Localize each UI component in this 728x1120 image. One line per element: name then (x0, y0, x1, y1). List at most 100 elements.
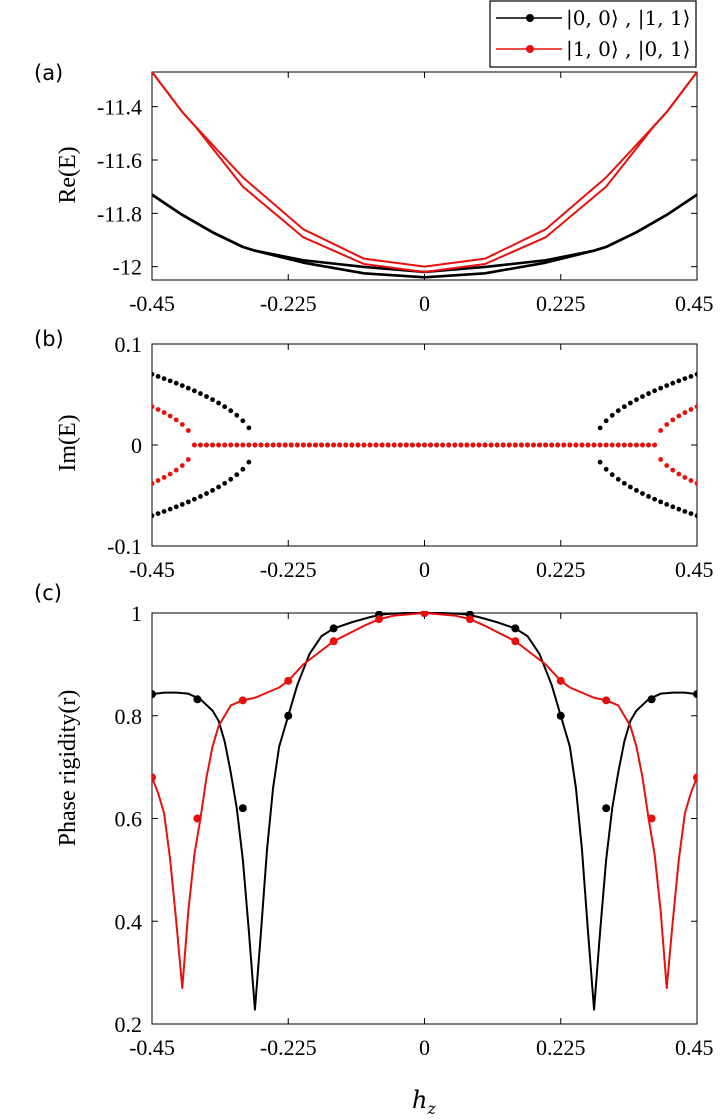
point-red-center (652, 442, 658, 448)
point-red-center (210, 442, 215, 448)
point-black (597, 459, 603, 465)
marker-black (193, 695, 202, 704)
point-black (222, 480, 228, 486)
point-black (246, 425, 252, 431)
point-black (682, 376, 688, 381)
point-red-center (325, 442, 331, 448)
x-tick-label: 0.45 (675, 557, 714, 582)
marker-black (238, 804, 247, 813)
point-red (670, 467, 676, 473)
point-red-center (555, 442, 561, 448)
point-black (646, 391, 651, 396)
point-red (682, 410, 688, 415)
xlabel-main: h (412, 1086, 427, 1114)
point-red-center (282, 442, 288, 448)
point-black (167, 378, 173, 384)
marker-red (693, 773, 697, 782)
point-red-center (198, 442, 203, 448)
point-black (179, 501, 185, 507)
marker-black (152, 690, 156, 699)
point-red-center (434, 442, 440, 448)
point-black (652, 388, 658, 394)
point-red-center (416, 442, 421, 448)
point-red-center (349, 442, 355, 448)
point-black (210, 397, 215, 403)
point-red (173, 417, 179, 423)
point-black (694, 513, 697, 519)
point-red-center (646, 442, 651, 448)
y-tick-label: -11.6 (97, 148, 142, 173)
point-black (185, 385, 191, 391)
point-red-center (367, 442, 373, 448)
point-black (634, 397, 639, 403)
y-tick-label: 0.8 (115, 704, 143, 729)
point-red-center (640, 442, 645, 448)
point-black (627, 400, 633, 406)
series-line-red-lower (152, 71, 697, 273)
point-red-center (500, 442, 506, 448)
point-red-center (300, 442, 306, 448)
point-black (615, 476, 621, 482)
point-red-center (506, 442, 512, 448)
point-red-center (270, 442, 276, 448)
point-red-center (313, 442, 318, 448)
x-tick-label: -0.225 (260, 557, 317, 582)
point-black (228, 408, 234, 414)
point-red-center (240, 442, 246, 448)
point-black (216, 484, 222, 490)
point-black (198, 391, 203, 396)
y-tick-label: -11.8 (97, 201, 142, 226)
point-red-center (470, 442, 476, 448)
point-black (152, 371, 155, 377)
point-red-center (512, 442, 518, 448)
plot-area (152, 611, 697, 1011)
point-red-center (307, 442, 312, 448)
point-black (240, 418, 246, 424)
point-black (152, 513, 155, 519)
point-black (155, 511, 161, 516)
point-red-center (621, 442, 627, 448)
point-red (155, 407, 161, 412)
point-red-center (343, 442, 349, 448)
point-black (670, 380, 676, 386)
point-red (658, 428, 664, 433)
marker-red (152, 773, 156, 782)
point-red-center (482, 442, 488, 448)
point-black (688, 374, 694, 379)
point-red-center (234, 442, 240, 448)
point-black (682, 509, 688, 514)
point-black (191, 496, 197, 502)
y-tick-label: 0.6 (115, 807, 143, 832)
point-red-center (216, 442, 222, 448)
x-tick-label: 0 (419, 557, 430, 582)
point-black (179, 383, 185, 389)
xlabel-sub: z (427, 1099, 437, 1118)
point-black (627, 484, 633, 490)
point-red-center (609, 442, 615, 448)
point-red-center (464, 442, 470, 448)
point-black (204, 394, 209, 399)
x-tick-label: 0 (419, 1035, 430, 1060)
point-black (155, 374, 161, 379)
series-line-red-upper (152, 71, 697, 268)
panel-label-b: (b) (34, 327, 64, 351)
y-tick-label: 0 (131, 433, 142, 458)
point-red-center (276, 442, 282, 448)
legend-box (489, 0, 697, 68)
x-tick-label: 0.225 (536, 291, 586, 316)
point-red (173, 467, 179, 473)
point-black (240, 466, 246, 472)
point-black (694, 371, 697, 377)
point-black (234, 412, 240, 418)
plot-area (152, 71, 697, 279)
point-red-center (355, 442, 361, 448)
point-red-center (391, 442, 397, 448)
y-tick-label: -12 (113, 255, 142, 280)
point-red (152, 404, 155, 410)
point-black (222, 404, 228, 410)
legend-label-red: |1, 0⟩ , |0, 1⟩ (566, 37, 690, 62)
legend-label-black: |0, 0⟩ , |1, 1⟩ (566, 6, 690, 31)
point-red-center (488, 442, 494, 448)
point-red (670, 417, 676, 423)
marker-red (420, 611, 429, 617)
